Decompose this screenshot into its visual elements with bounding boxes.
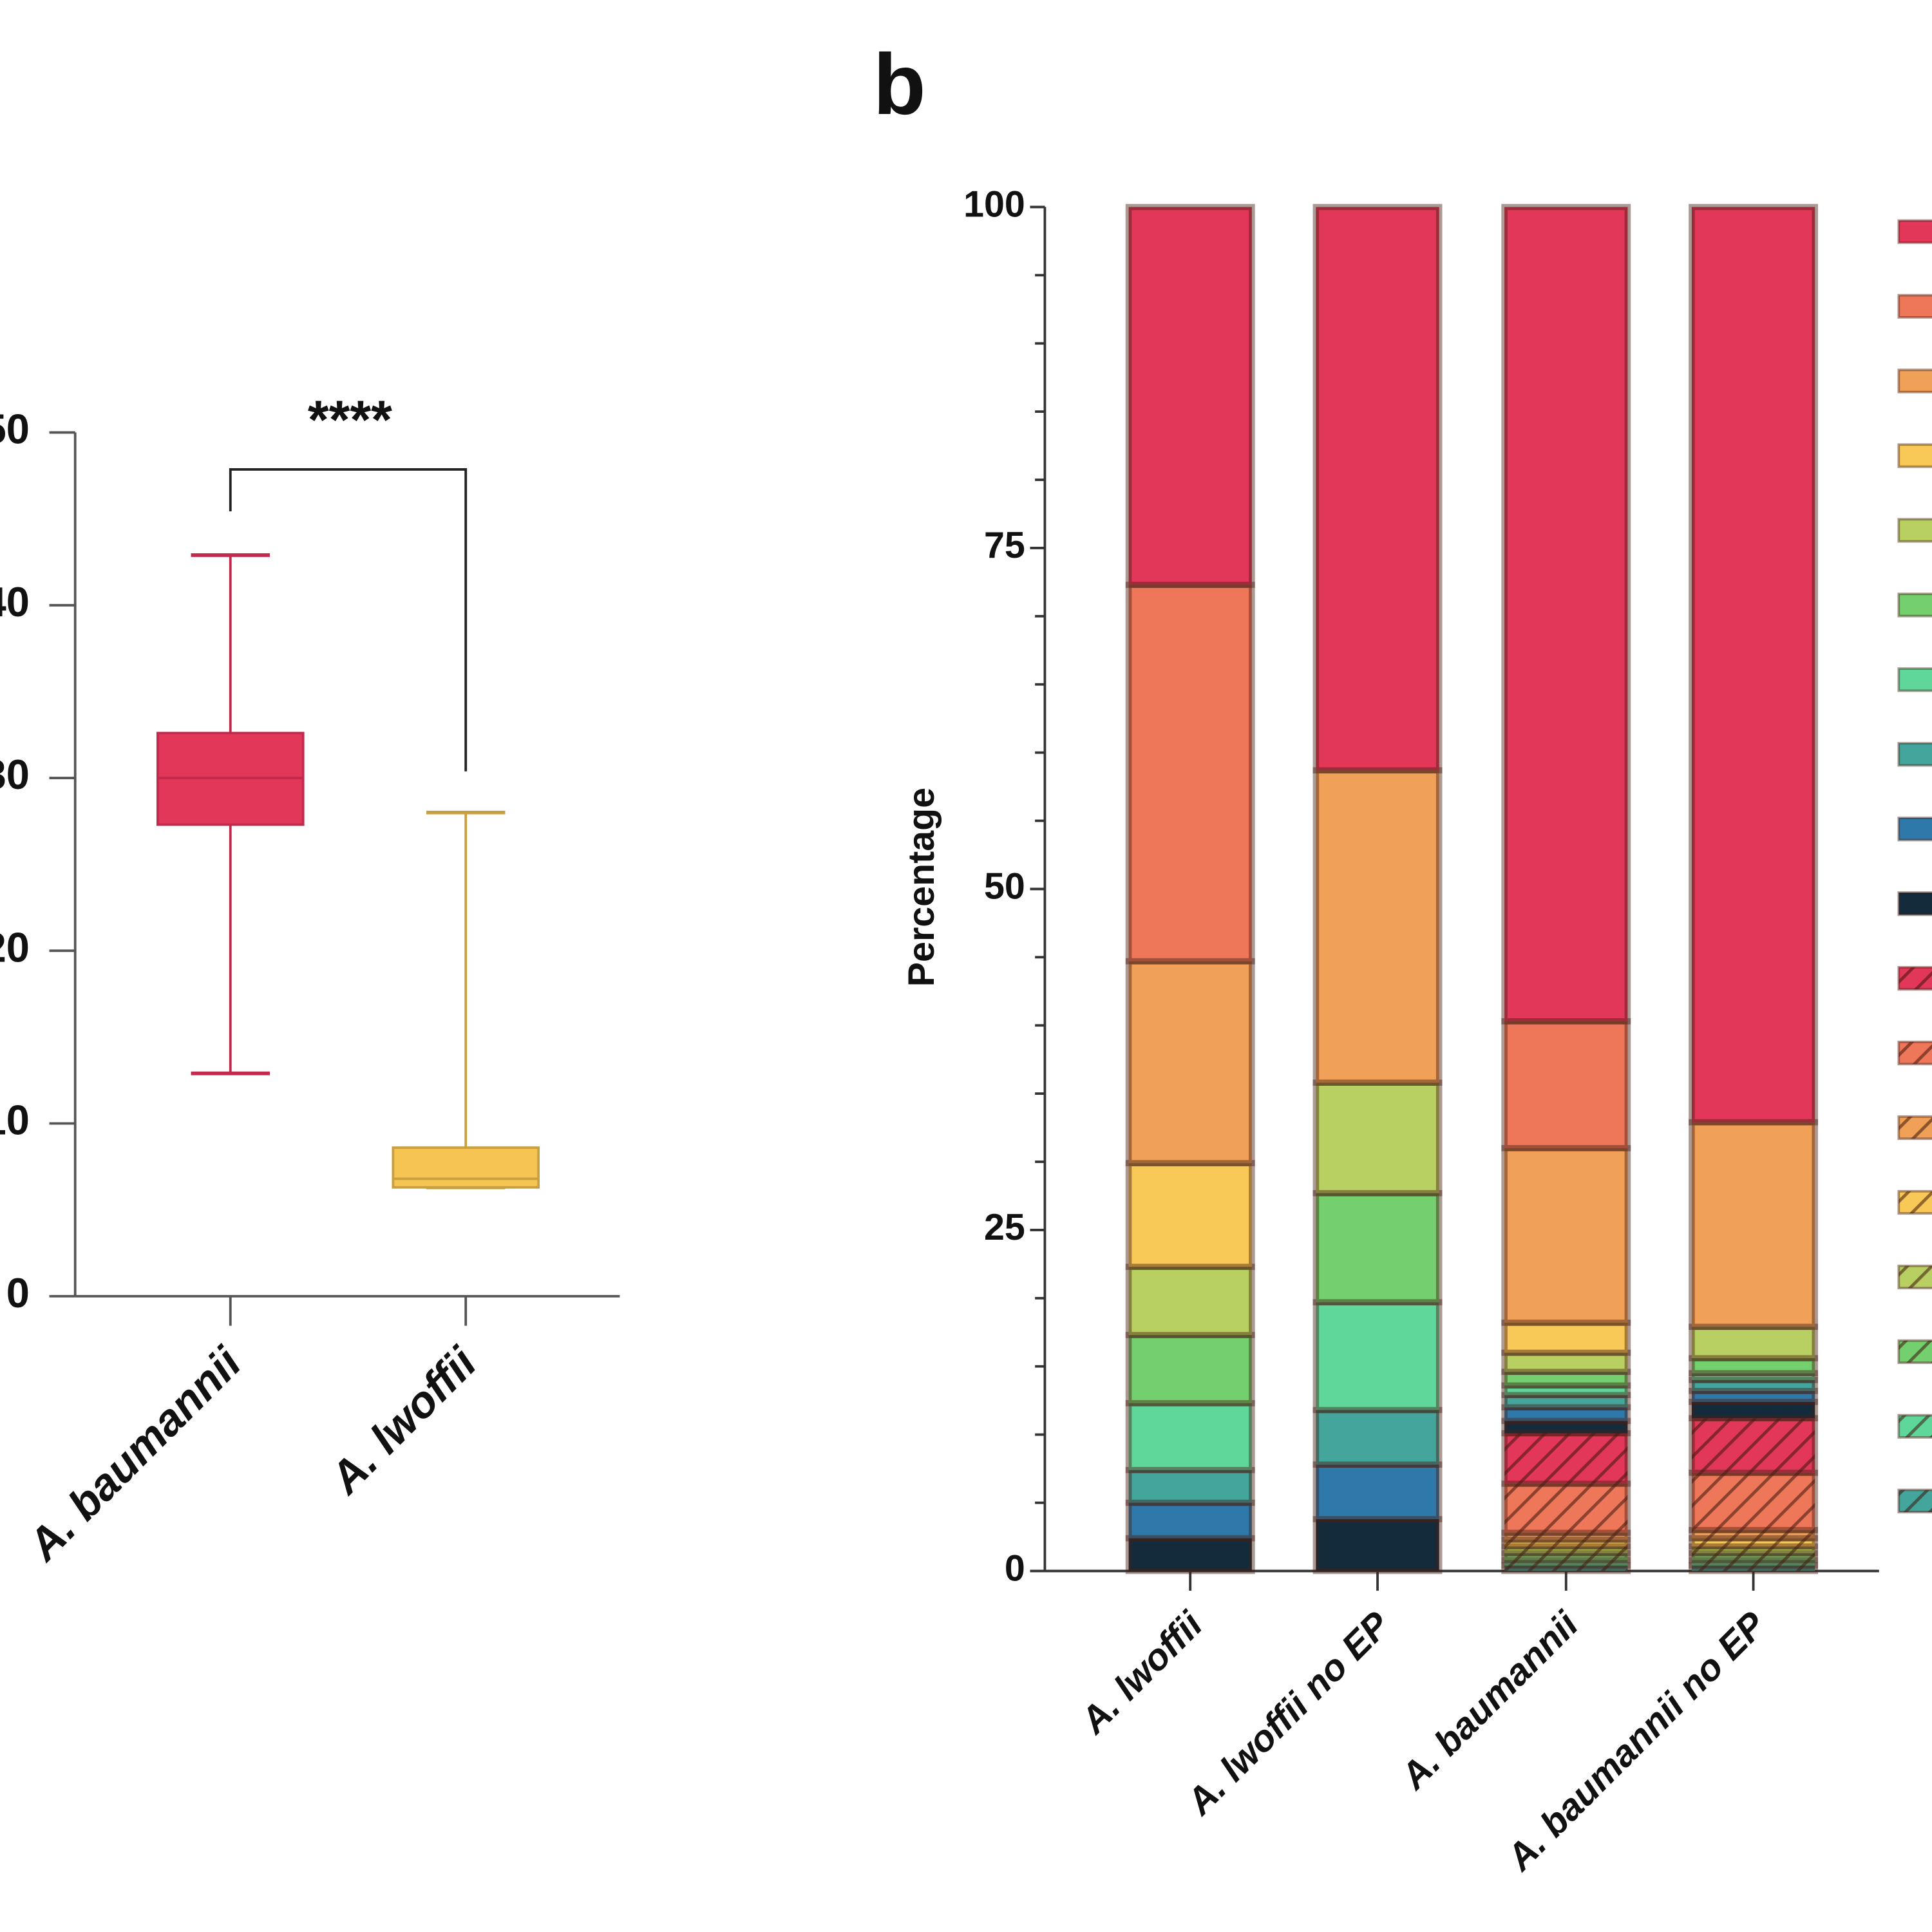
significance-bracket	[229, 468, 468, 772]
bar-segment	[1689, 204, 1819, 1126]
bar-segment	[1689, 1399, 1819, 1421]
legend-swatch	[1897, 1040, 1932, 1066]
legend-swatch	[1897, 1264, 1932, 1290]
bar-segment	[1125, 1264, 1255, 1338]
bar-segment	[1312, 204, 1443, 773]
bar-segment	[1312, 767, 1443, 1086]
y-tick-label: 75	[984, 525, 1025, 566]
bar-segment	[1689, 1323, 1819, 1361]
bar-segment	[1125, 1466, 1255, 1506]
bar-segment	[1689, 1119, 1819, 1331]
y-tick-label: 50	[0, 406, 30, 453]
bar-segment	[1125, 1160, 1255, 1270]
x-tick-label: A. lwoffii	[1072, 1604, 1211, 1743]
y-tick-label: 30	[0, 751, 30, 798]
y-tick-label: 0	[1005, 1548, 1025, 1589]
y-axis-title: Percentage	[901, 788, 942, 987]
bar-segment	[1501, 1018, 1631, 1151]
bar-segment	[1501, 1320, 1631, 1356]
legend-swatch	[1897, 1339, 1932, 1364]
bar-segment	[1501, 1145, 1631, 1326]
y-tick-label: 25	[984, 1207, 1025, 1248]
legend-swatch	[1897, 1414, 1932, 1439]
bar-segment	[1312, 1189, 1443, 1305]
legend-swatch	[1897, 592, 1932, 618]
y-tick-label: 40	[0, 578, 30, 625]
y-tick-label: 20	[0, 923, 30, 971]
bar-segment	[1501, 204, 1631, 1025]
legend-swatch	[1897, 1189, 1932, 1215]
bar-segment	[1125, 1332, 1255, 1406]
legend-swatch	[1897, 443, 1932, 468]
legend-swatch	[1897, 518, 1932, 543]
bar-segment	[1125, 204, 1255, 588]
x-tick-label: A. lwoffii	[319, 1337, 486, 1504]
bar-segment	[1125, 582, 1255, 965]
bar-segment	[1125, 1535, 1255, 1575]
bar-segment	[1312, 1079, 1443, 1197]
legend-swatch	[1897, 1488, 1932, 1513]
bar-segment	[1501, 1481, 1631, 1536]
legend-swatch	[1897, 742, 1932, 767]
y-tick-label: 10	[0, 1097, 30, 1144]
bar-segment	[1689, 1470, 1819, 1533]
bar-segment	[1501, 1430, 1631, 1487]
panel-label: b	[873, 37, 926, 133]
x-tick-label: A. lwoffii no EP	[1178, 1604, 1398, 1824]
legend-swatch	[1897, 891, 1932, 916]
x-tick-label: A. baumannii	[17, 1337, 251, 1571]
legend-swatch	[1897, 294, 1932, 319]
legend-swatch	[1897, 966, 1932, 991]
significance-label: ****	[308, 389, 392, 450]
y-tick-label: 0	[6, 1269, 30, 1316]
bar-segment	[1125, 1499, 1255, 1542]
x-tick-label: A. baumannii	[1392, 1604, 1587, 1798]
bar-segment	[1125, 1400, 1255, 1473]
bar-segment	[1689, 1415, 1819, 1476]
legend-swatch	[1897, 368, 1932, 393]
bar-segment	[1312, 1406, 1443, 1468]
legend-swatch	[1897, 667, 1932, 692]
legend-swatch	[1897, 219, 1932, 244]
bar-segment	[1312, 1516, 1443, 1575]
bar-segment	[1125, 958, 1255, 1166]
legend-swatch	[1897, 817, 1932, 842]
legend-swatch	[1897, 1115, 1932, 1141]
y-tick-label: 100	[963, 184, 1025, 225]
bar-segment	[1312, 1461, 1443, 1522]
bar-segment	[1312, 1299, 1443, 1414]
box	[392, 1146, 540, 1189]
y-tick-label: 50	[984, 866, 1025, 907]
